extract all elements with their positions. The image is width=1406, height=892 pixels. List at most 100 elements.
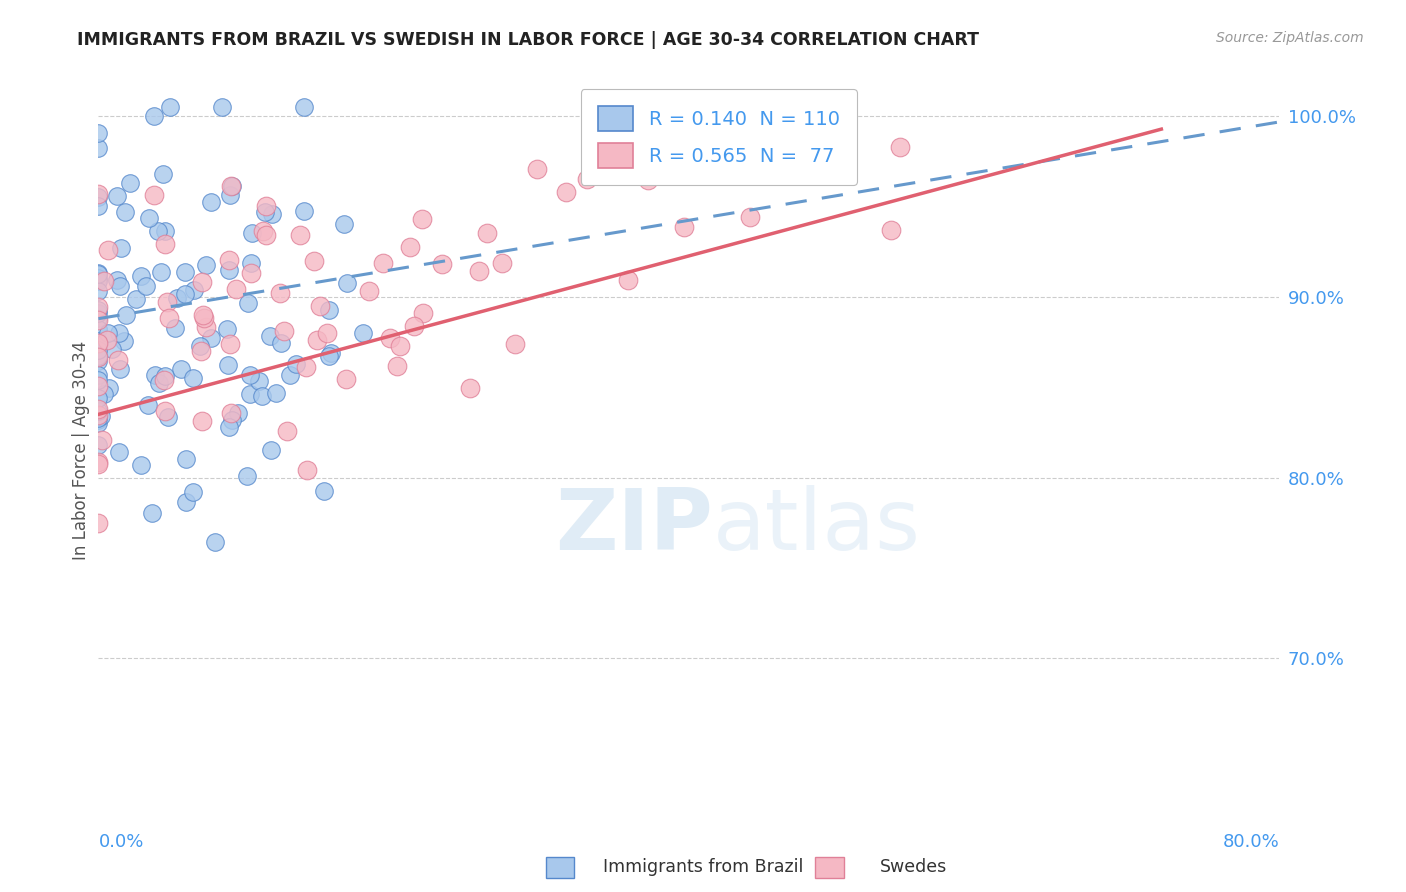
Point <box>153 236 176 251</box>
Point <box>218 263 240 277</box>
Point <box>219 337 242 351</box>
Point <box>259 328 281 343</box>
Point <box>87 416 110 430</box>
Point <box>247 374 270 388</box>
Point <box>373 255 395 269</box>
Point <box>318 303 340 318</box>
Point <box>153 369 176 384</box>
Point <box>673 220 696 235</box>
Point <box>304 254 326 268</box>
Point <box>236 468 259 483</box>
Point <box>430 257 453 271</box>
Point <box>226 406 249 420</box>
Point <box>115 309 138 323</box>
Point <box>129 458 152 472</box>
Point <box>191 275 214 289</box>
Point <box>143 109 166 123</box>
Point <box>87 306 110 320</box>
Y-axis label: In Labor Force | Age 30-34: In Labor Force | Age 30-34 <box>72 341 90 560</box>
Point <box>194 258 217 272</box>
Point <box>225 282 247 296</box>
Point <box>159 100 181 114</box>
Point <box>87 401 110 416</box>
Point <box>153 224 176 238</box>
Point <box>90 433 112 447</box>
Legend: R = 0.140  N = 110, R = 0.565  N =  77: R = 0.140 N = 110, R = 0.565 N = 77 <box>581 88 858 186</box>
Point <box>108 445 131 459</box>
Point <box>87 338 110 352</box>
Point <box>110 241 132 255</box>
Point <box>87 413 110 427</box>
Point <box>352 326 374 341</box>
Point <box>163 320 186 334</box>
Point <box>526 162 548 177</box>
Point <box>458 381 481 395</box>
Point <box>87 126 110 140</box>
Point <box>191 414 214 428</box>
Point <box>87 312 110 326</box>
Point <box>276 424 298 438</box>
Point <box>359 285 381 299</box>
Point <box>87 411 110 425</box>
Point <box>87 198 110 212</box>
Point <box>411 211 433 226</box>
Point <box>280 368 302 382</box>
Point <box>295 463 318 477</box>
Point <box>87 266 110 280</box>
Text: IMMIGRANTS FROM BRAZIL VS SWEDISH IN LABOR FORCE | AGE 30-34 CORRELATION CHART: IMMIGRANTS FROM BRAZIL VS SWEDISH IN LAB… <box>77 31 980 49</box>
Point <box>87 373 110 387</box>
Point <box>200 195 222 210</box>
Point <box>87 285 110 299</box>
Point <box>87 302 110 317</box>
Point <box>112 334 135 349</box>
Point <box>316 326 339 340</box>
Point <box>96 244 118 258</box>
Point <box>174 494 197 508</box>
Point <box>195 320 218 334</box>
Point <box>218 420 240 434</box>
Point <box>87 343 110 357</box>
Point <box>700 149 723 163</box>
Point <box>319 346 342 360</box>
Point <box>333 217 356 231</box>
Point <box>193 308 215 322</box>
Point <box>193 311 215 326</box>
Point <box>108 362 131 376</box>
Text: atlas: atlas <box>713 484 921 568</box>
Point <box>98 381 121 395</box>
Point <box>292 100 315 114</box>
Text: ZIP: ZIP <box>555 484 713 568</box>
Point <box>129 268 152 283</box>
Point <box>254 227 277 242</box>
Point <box>87 391 110 405</box>
Point <box>188 339 211 353</box>
Point <box>256 199 278 213</box>
Point <box>87 379 110 393</box>
Point <box>709 138 731 153</box>
Point <box>260 443 283 458</box>
Point <box>153 404 176 418</box>
Point <box>105 273 128 287</box>
Point <box>135 278 157 293</box>
Point <box>125 292 148 306</box>
Point <box>149 265 172 279</box>
Point <box>108 279 131 293</box>
Point <box>108 326 131 341</box>
Point <box>93 387 115 401</box>
FancyBboxPatch shape <box>815 856 844 879</box>
Point <box>412 306 434 320</box>
Point <box>740 211 762 225</box>
Point <box>87 457 110 471</box>
Point <box>87 310 110 325</box>
Point <box>105 189 128 203</box>
Text: Source: ZipAtlas.com: Source: ZipAtlas.com <box>1216 31 1364 45</box>
Point <box>136 398 159 412</box>
Point <box>96 333 118 347</box>
Point <box>90 409 112 423</box>
Point <box>87 190 110 204</box>
Point <box>475 226 498 240</box>
Text: Swedes: Swedes <box>880 858 948 876</box>
Point <box>468 264 491 278</box>
Point <box>141 507 163 521</box>
Point <box>87 141 110 155</box>
